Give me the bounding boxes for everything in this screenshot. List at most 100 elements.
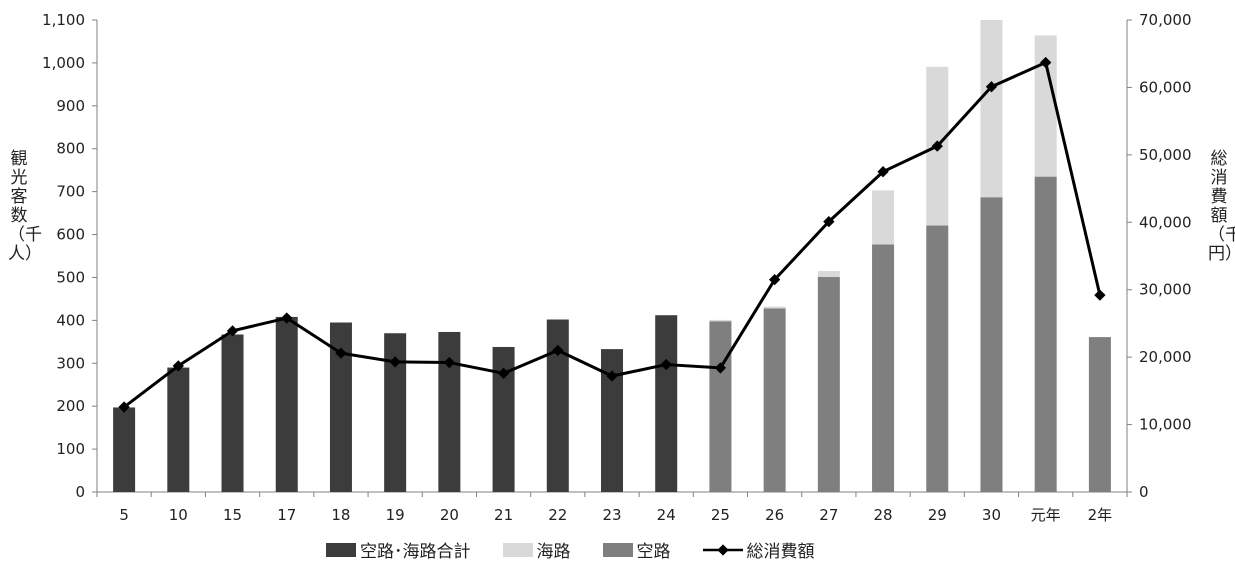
bar-total [384,333,407,492]
y-tick-label: 500 [56,268,85,286]
y2-tick-label: 70,000 [1139,11,1192,29]
y2-tick-label: 50,000 [1139,146,1192,164]
y2-tick-label: 20,000 [1139,348,1192,366]
y2-tick-label: 30,000 [1139,281,1192,299]
bar-sea [709,319,732,322]
bar-sea [763,306,786,309]
x-tick-label: 29 [928,506,947,524]
line-series [118,56,1106,413]
spending-marker [335,347,347,359]
bar-air [926,225,949,492]
bar-air [1034,176,1057,493]
legend-label-spending: 総消費額 [746,542,815,562]
legend-label-sea: 海路 [536,542,571,562]
spending-marker [660,358,672,371]
bar-total [601,349,623,492]
bar-air [872,244,895,492]
x-tick-label: 30 [982,506,1001,524]
x-tick-label: 25 [711,506,730,524]
legend: 空路･海路合計 海路 空路 総消費額 [326,537,815,562]
bar-air [980,197,1003,492]
x-tick-label: 26 [765,506,784,524]
legend-label-total: 空路･海路合計 [360,542,471,562]
y2-tick-label: 40,000 [1139,213,1192,231]
legend-swatch-total [326,542,356,557]
legend-item-total: 空路･海路合計 [326,537,471,562]
x-tick-label: 2年 [1088,506,1113,524]
bar-total [546,319,569,492]
legend-item-air: 空路 [602,537,671,562]
x-tick-label: 27 [819,506,838,524]
spending-marker [226,325,239,337]
bar-total [329,322,352,492]
y-tick-label: 600 [56,226,85,244]
spending-marker [931,140,943,152]
legend-line-key [702,543,743,556]
y-tick-label: 100 [56,440,85,458]
x-tick-label: 23 [602,506,621,524]
spending-marker [877,166,889,178]
x-tick-label: 18 [331,506,350,524]
bar-total [275,316,298,492]
x-tick-label: 10 [169,506,188,524]
spending-marker [1094,289,1106,301]
y-tick-label: 900 [56,97,85,115]
bar-total [492,346,515,492]
bar-air [1088,337,1111,492]
y2-tick-label: 10,000 [1139,416,1192,434]
spending-marker [389,356,401,368]
bar-air [817,277,840,492]
spending-marker [1040,56,1052,69]
x-tick-label: 元年 [1031,506,1061,524]
x-tick-label: 15 [223,506,242,524]
bar-sea [980,20,1003,198]
x-tick-label: 28 [874,506,893,524]
y-tick-label: 1,000 [42,54,85,72]
y2-axis-label: 総消費額（千円） [1208,149,1235,265]
legend-swatch-sea [502,542,533,557]
spending-marker [606,370,618,382]
bar-air [763,308,786,492]
y-tick-label: 700 [56,183,85,201]
spending-marker [281,312,293,324]
y-tick-label: 1,100 [42,11,85,29]
y-tick-label: 0 [75,483,85,501]
x-tick-label: 21 [494,506,513,524]
bars [113,20,1111,493]
bar-total [438,331,461,492]
bar-total [113,407,136,492]
bar-air [709,321,732,492]
spending-marker [443,356,456,369]
legend-item-sea: 海路 [502,537,571,562]
x-tick-label: 19 [386,506,405,524]
bar-total [221,334,244,492]
y-tick-label: 400 [56,311,85,329]
y-tick-label: 300 [56,354,85,372]
y2-tick-label: 60,000 [1139,78,1192,96]
bar-total [167,367,190,492]
x-tick-label: 24 [657,506,676,524]
spending-marker [714,362,727,374]
x-tick-label: 22 [548,506,567,524]
y-tick-label: 800 [56,140,85,158]
legend-swatch-air [602,542,633,557]
y-axis-label: 観光客数（千人） [8,149,42,265]
x-tick-label: 17 [277,506,296,524]
legend-item-spending: 総消費額 [702,537,815,562]
spending-marker [172,360,184,372]
spending-marker [823,215,835,228]
bar-sea [817,271,840,278]
tick-labels: 0 100 200 300 400 500 600 700 800 900 1,000 1,100 0 1… [42,11,1191,524]
spending-marker [497,367,510,379]
spending-marker [552,344,564,357]
x-tick-label: 20 [440,506,459,524]
bar-total [655,315,678,492]
bar-sea [872,190,895,245]
y2-tick-label: 0 [1139,483,1149,501]
y-tick-label: 200 [56,397,85,415]
legend-label-air: 空路 [636,542,671,562]
x-tick-label: 5 [119,506,129,524]
bar-sea [1034,35,1057,177]
spending-marker [768,273,781,286]
